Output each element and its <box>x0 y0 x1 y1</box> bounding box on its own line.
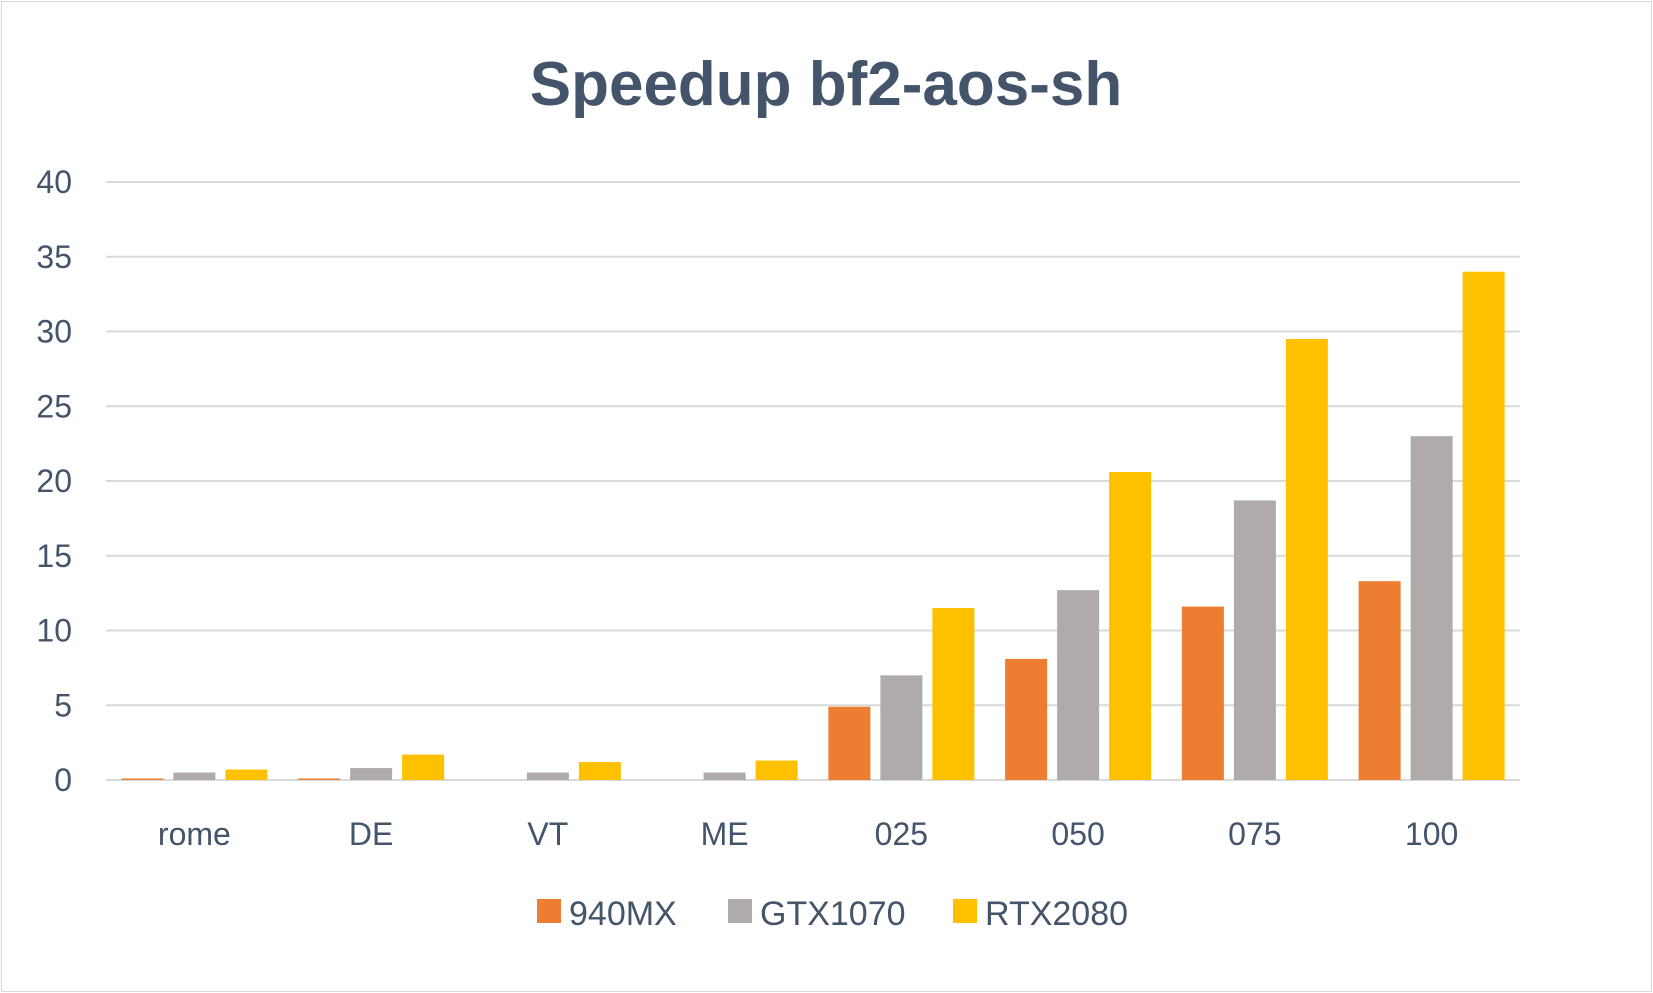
bars <box>121 271 1505 780</box>
legend-swatch-940MX <box>537 899 561 923</box>
x-tick-label: 025 <box>875 816 928 852</box>
bar-GTX1070-100 <box>1410 436 1453 780</box>
y-tick-label: 0 <box>54 762 72 798</box>
chart-title: Speedup bf2-aos-sh <box>530 50 1123 119</box>
x-tick-label: 050 <box>1051 816 1104 852</box>
x-tick-label: ME <box>701 816 749 852</box>
legend-label: GTX1070 <box>760 895 906 933</box>
y-tick-label: 40 <box>36 164 72 200</box>
legend-swatch-GTX1070 <box>728 899 752 923</box>
bar-940MX-rome <box>121 778 164 780</box>
bar-RTX2080-025 <box>932 608 975 780</box>
y-tick-label: 5 <box>54 687 72 723</box>
legend-swatch-RTX2080 <box>953 899 977 923</box>
bar-RTX2080-050 <box>1109 472 1152 780</box>
bar-GTX1070-050 <box>1057 590 1100 780</box>
bar-940MX-075 <box>1181 606 1224 780</box>
x-tick-label: rome <box>158 816 231 852</box>
bar-RTX2080-100 <box>1462 271 1505 780</box>
y-axis-ticks: 0 5 10 15 20 25 30 35 40 <box>36 164 72 798</box>
y-tick-label: 35 <box>36 239 72 275</box>
legend: 940MX GTX1070 RTX2080 <box>537 895 1128 933</box>
bar-RTX2080-rome <box>225 769 268 780</box>
bar-GTX1070-025 <box>880 675 923 780</box>
bar-RTX2080-ME <box>755 760 798 780</box>
bar-GTX1070-VT <box>526 772 569 780</box>
bar-GTX1070-ME <box>703 772 746 780</box>
x-tick-label: 075 <box>1228 816 1281 852</box>
bar-940MX-100 <box>1358 581 1401 780</box>
bar-GTX1070-rome <box>173 772 216 780</box>
bar-GTX1070-075 <box>1233 500 1276 780</box>
bar-RTX2080-VT <box>578 762 621 780</box>
x-axis-ticks: rome DE VT ME 025 050 075 100 <box>158 816 1458 852</box>
y-tick-label: 15 <box>36 538 72 574</box>
bar-RTX2080-075 <box>1285 338 1328 780</box>
x-tick-label: 100 <box>1405 816 1458 852</box>
y-tick-label: 20 <box>36 463 72 499</box>
gridlines <box>106 181 1520 781</box>
y-tick-label: 25 <box>36 388 72 424</box>
bar-940MX-050 <box>1005 658 1048 780</box>
bar-940MX-025 <box>828 706 871 780</box>
y-tick-label: 10 <box>36 613 72 649</box>
legend-label: 940MX <box>569 895 677 933</box>
bar-940MX-DE <box>298 778 341 780</box>
legend-label: RTX2080 <box>985 895 1128 933</box>
y-tick-label: 30 <box>36 314 72 350</box>
x-tick-label: DE <box>349 816 393 852</box>
x-tick-label: VT <box>527 816 568 852</box>
bar-RTX2080-DE <box>402 754 445 780</box>
bar-GTX1070-DE <box>350 768 393 780</box>
